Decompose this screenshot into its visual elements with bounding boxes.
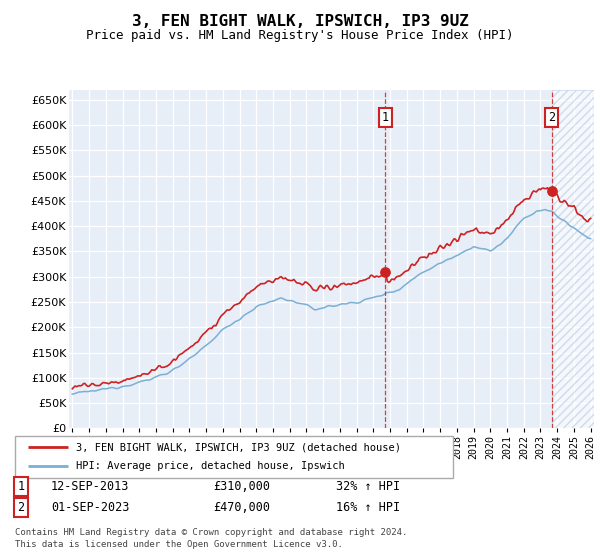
Text: 32% ↑ HPI: 32% ↑ HPI (336, 479, 400, 493)
Text: 1: 1 (17, 479, 25, 493)
FancyBboxPatch shape (15, 436, 453, 478)
Text: Price paid vs. HM Land Registry's House Price Index (HPI): Price paid vs. HM Land Registry's House … (86, 29, 514, 42)
Text: 3, FEN BIGHT WALK, IPSWICH, IP3 9UZ (detached house): 3, FEN BIGHT WALK, IPSWICH, IP3 9UZ (det… (76, 442, 401, 452)
Text: HPI: Average price, detached house, Ipswich: HPI: Average price, detached house, Ipsw… (76, 461, 345, 472)
Text: 12-SEP-2013: 12-SEP-2013 (51, 479, 130, 493)
Point (547, 186, 556, 195)
Text: 1: 1 (382, 111, 389, 124)
Text: 3, FEN BIGHT WALK, IPSWICH, IP3 9UZ: 3, FEN BIGHT WALK, IPSWICH, IP3 9UZ (131, 14, 469, 29)
Text: Contains HM Land Registry data © Crown copyright and database right 2024.
This d: Contains HM Land Registry data © Crown c… (15, 528, 407, 549)
Bar (551, 90, 599, 428)
Text: 2: 2 (17, 501, 25, 515)
Text: £470,000: £470,000 (213, 501, 270, 515)
Text: 01-SEP-2023: 01-SEP-2023 (51, 501, 130, 515)
Text: £310,000: £310,000 (213, 479, 270, 493)
Text: 2: 2 (548, 111, 555, 124)
Text: 16% ↑ HPI: 16% ↑ HPI (336, 501, 400, 515)
Point (380, 267, 390, 276)
